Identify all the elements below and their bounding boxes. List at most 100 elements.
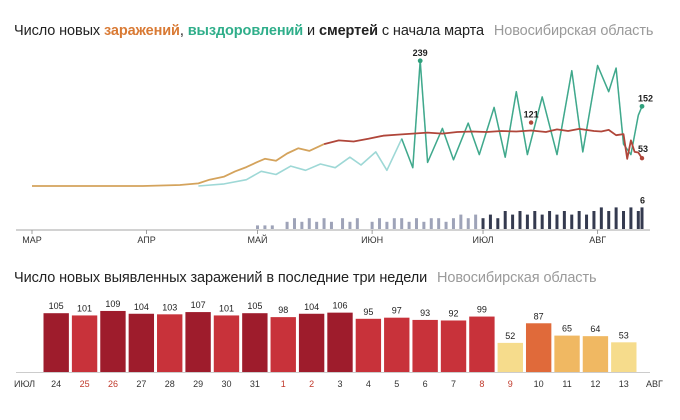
day-bar: [298, 313, 325, 372]
month-label: ИЮН: [361, 235, 383, 245]
top-chart-region: Новосибирская область: [493, 23, 654, 39]
day-bar: [185, 312, 211, 372]
day-bar: [43, 313, 69, 372]
deaths-bar: [629, 207, 633, 229]
deaths-bar: [355, 218, 359, 229]
day-label: 4: [366, 379, 371, 389]
day-bar: [412, 319, 438, 372]
day-label: 28: [165, 379, 175, 389]
day-label: 27: [136, 379, 146, 389]
day-bar-value: 101: [219, 303, 234, 313]
deaths-bar: [466, 218, 470, 229]
day-bar: [71, 315, 98, 372]
day-bar-value: 106: [332, 301, 347, 311]
deaths-bar: [407, 221, 411, 229]
day-bar-value: 105: [49, 301, 64, 311]
deaths-bar: [636, 211, 640, 229]
bars-start-month: ИЮЛ: [14, 379, 35, 389]
day-bar: [270, 317, 296, 372]
month-label: МАЙ: [248, 234, 268, 245]
day-label: 30: [221, 379, 231, 389]
day-bar: [355, 318, 382, 372]
day-bar-value: 107: [191, 300, 206, 310]
recoveries-last-label: 152: [638, 93, 653, 103]
deaths-bar: [459, 214, 463, 229]
day-bar: [157, 314, 183, 372]
day-bar: [554, 335, 580, 372]
day-label: 31: [250, 379, 260, 389]
deaths-bar: [348, 221, 352, 229]
deaths-bar: [270, 225, 274, 229]
day-bar: [213, 315, 240, 372]
deaths-bar: [599, 207, 603, 229]
deaths-bar: [614, 207, 618, 229]
day-bar-value: 97: [392, 306, 402, 316]
day-bar-value: 87: [534, 311, 544, 321]
day-bar: [469, 316, 495, 372]
deaths-bar: [555, 214, 559, 229]
day-bar-value: 104: [134, 302, 149, 312]
infections-annotation-label: 121: [524, 110, 539, 120]
deaths-bar: [511, 214, 515, 229]
timeline-chart: МАР АПР МАЙ ИЮН ИЮЛ АВГ 239 121 152 53 6: [16, 48, 653, 245]
infections-line-late: [323, 128, 643, 160]
day-bar-value: 92: [449, 308, 459, 318]
deaths-bar: [503, 211, 507, 229]
day-label: 6: [423, 379, 428, 389]
day-bar-value: 98: [278, 305, 288, 315]
day-label: 10: [534, 379, 544, 389]
infections-last-label: 53: [638, 144, 648, 154]
deaths-bar: [370, 221, 374, 229]
deaths-bar: [392, 218, 396, 229]
deaths-bar: [378, 218, 382, 229]
recoveries-peak-label: 239: [413, 48, 428, 58]
day-bar: [611, 342, 637, 372]
infections-line-early: [32, 143, 325, 187]
day-bar: [384, 317, 410, 372]
day-label: 3: [337, 379, 342, 389]
deaths-bar: [451, 218, 455, 229]
infections-last-dot: [639, 156, 645, 161]
deaths-bar: [429, 218, 433, 229]
deaths-bar: [285, 221, 289, 229]
deaths-bar: [577, 211, 581, 229]
recoveries-peak-dot: [417, 58, 423, 64]
deaths-bar: [315, 221, 319, 229]
day-label: 7: [451, 379, 456, 389]
deaths-bar: [496, 218, 500, 229]
deaths-bar: [562, 211, 566, 229]
deaths-bar: [525, 214, 529, 229]
day-label: 12: [590, 379, 600, 389]
deaths-bar: [585, 214, 589, 229]
recoveries-last-dot: [639, 103, 645, 109]
month-label: АПР: [137, 235, 155, 245]
deaths-bar: [444, 221, 448, 229]
day-label: 26: [108, 379, 118, 389]
day-bar: [242, 313, 268, 372]
day-label: 8: [479, 379, 484, 389]
day-bar-value: 103: [162, 302, 177, 312]
deaths-bar: [474, 214, 478, 229]
day-label: 29: [193, 379, 203, 389]
bottom-chart-title: Число новых выявленных заражений в после…: [14, 270, 597, 286]
deaths-bar: [570, 214, 574, 229]
deaths-bar: [540, 214, 544, 229]
deaths-bar: [329, 221, 333, 229]
deaths-bar: [533, 211, 537, 229]
deaths-bar: [607, 211, 611, 229]
deaths-bar: [263, 225, 267, 229]
infections-annotation-dot: [528, 120, 534, 125]
day-bar-value: 93: [420, 308, 430, 318]
deaths-bar: [437, 218, 441, 229]
deaths-bar: [481, 218, 485, 229]
day-bar: [525, 323, 552, 372]
day-bar-value: 65: [562, 324, 572, 334]
deaths-bar: [592, 211, 596, 229]
deaths-bar: [322, 218, 326, 229]
day-bar: [128, 313, 155, 372]
deaths-bar: [400, 218, 404, 229]
day-label: 2: [309, 379, 314, 389]
deaths-bar: [640, 207, 644, 229]
deaths-bar: [422, 221, 426, 229]
